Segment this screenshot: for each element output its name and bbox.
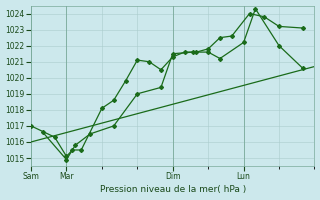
X-axis label: Pression niveau de la mer( hPa ): Pression niveau de la mer( hPa ) bbox=[100, 185, 246, 194]
